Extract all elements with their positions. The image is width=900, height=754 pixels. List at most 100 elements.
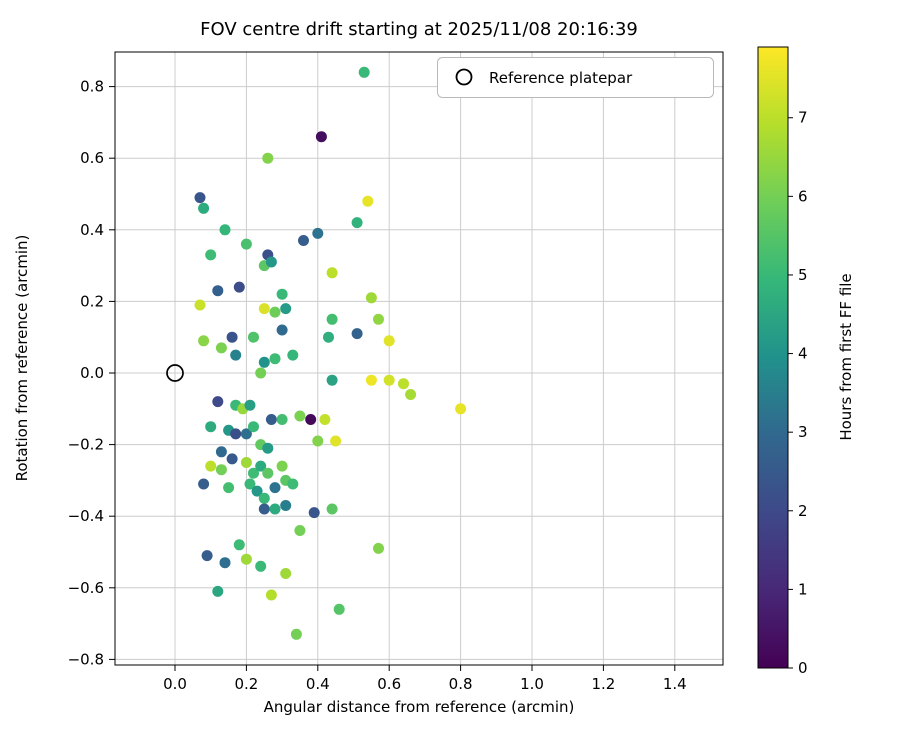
data-point <box>233 281 245 293</box>
x-tick-label: 0.2 <box>234 675 258 693</box>
data-point <box>244 478 256 490</box>
data-point <box>326 374 338 386</box>
data-point <box>323 331 334 343</box>
data-point <box>194 299 206 311</box>
data-point <box>258 356 270 368</box>
data-point <box>308 507 320 519</box>
data-point <box>290 628 302 640</box>
x-tick-label: 0.0 <box>163 675 187 693</box>
colorbar: 0 1 2 3 4 5 6 7 <box>757 46 808 677</box>
data-point <box>215 342 227 354</box>
data-point <box>212 585 224 597</box>
data-point <box>287 478 299 490</box>
data-point <box>244 399 256 411</box>
data-point <box>248 331 259 343</box>
data-point <box>240 457 252 468</box>
data-point <box>226 331 238 343</box>
legend: Reference platepar <box>437 57 714 98</box>
x-axis-label: Angular distance from reference (arcmin) <box>264 698 575 716</box>
axes-spines <box>114 51 724 666</box>
axes-frame: 0.0 0.2 0.4 0.6 0.8 1.0 1.2 1.4 −0.8 −0.6 −0.4 −0.2… <box>68 51 724 693</box>
data-point <box>305 414 317 425</box>
colorbar-tick-label: 5 <box>798 266 808 284</box>
data-point <box>251 485 263 497</box>
colorbar-tick-label: 0 <box>798 659 808 677</box>
data-point <box>319 414 331 425</box>
data-point <box>365 374 377 386</box>
data-point <box>265 414 277 425</box>
data-point <box>312 435 324 447</box>
colorbar-tick-label: 3 <box>798 423 808 441</box>
legend-box <box>437 57 714 98</box>
data-point <box>276 288 288 300</box>
data-point <box>258 503 270 515</box>
x-tick-label: 1.4 <box>663 675 687 693</box>
data-point <box>233 539 245 551</box>
data-point <box>280 500 292 511</box>
data-point <box>248 421 259 433</box>
data-point <box>280 568 292 579</box>
data-point <box>351 217 363 229</box>
data-point <box>265 589 277 601</box>
data-point <box>312 227 324 239</box>
data-point <box>330 435 342 447</box>
data-point <box>219 224 231 236</box>
data-point <box>383 335 395 347</box>
data-point <box>351 328 363 340</box>
reference-platepar-marker <box>166 364 184 382</box>
colorbar-label: Hours from first FF file <box>837 273 855 440</box>
data-point <box>362 195 374 207</box>
data-point <box>240 553 252 565</box>
y-tick-label: 0.0 <box>80 364 104 382</box>
data-point <box>405 389 417 400</box>
colorbar-tick-label: 4 <box>798 345 808 363</box>
data-point <box>383 374 395 386</box>
data-point <box>365 292 377 304</box>
y-tick-label: 0.2 <box>80 292 104 310</box>
data-point <box>215 464 227 476</box>
data-point <box>326 267 338 279</box>
data-point <box>280 303 292 315</box>
data-point <box>230 349 242 361</box>
data-point <box>255 460 267 472</box>
data-point <box>226 453 238 465</box>
x-tick-label: 0.4 <box>306 675 330 693</box>
x-tick-label: 0.6 <box>377 675 401 693</box>
data-point <box>230 428 242 440</box>
data-point <box>198 202 210 214</box>
data-point <box>205 460 217 472</box>
data-point <box>205 249 217 261</box>
colorbar-tick-label: 7 <box>798 109 808 127</box>
data-point <box>262 152 274 164</box>
y-tick-label: 0.6 <box>80 149 104 167</box>
y-tick-label: −0.2 <box>68 436 104 454</box>
legend-open-circle-icon <box>455 68 473 86</box>
data-point <box>294 525 306 536</box>
y-tick-label: −0.6 <box>68 579 104 597</box>
data-point <box>240 238 252 250</box>
data-point <box>215 446 227 458</box>
data-point <box>223 482 235 494</box>
data-point <box>205 421 217 433</box>
grid <box>115 52 723 665</box>
scatter-points <box>194 66 467 640</box>
data-point <box>265 256 277 268</box>
data-point <box>262 467 274 479</box>
y-axis-label: Rotation from reference (arcmin) <box>13 235 31 482</box>
data-point <box>276 414 288 425</box>
data-point <box>315 131 327 143</box>
data-point <box>287 349 299 361</box>
x-tick-label: 1.0 <box>520 675 544 693</box>
data-point <box>298 235 309 246</box>
data-point <box>258 492 270 504</box>
data-point <box>269 503 281 515</box>
legend-label: Reference platepar <box>489 69 633 87</box>
y-tick-label: −0.4 <box>68 507 104 525</box>
data-point <box>398 378 409 390</box>
data-point <box>326 313 338 325</box>
data-point <box>276 460 288 472</box>
colorbar-tick-label: 1 <box>798 580 808 598</box>
colorbar-bar <box>757 46 789 669</box>
